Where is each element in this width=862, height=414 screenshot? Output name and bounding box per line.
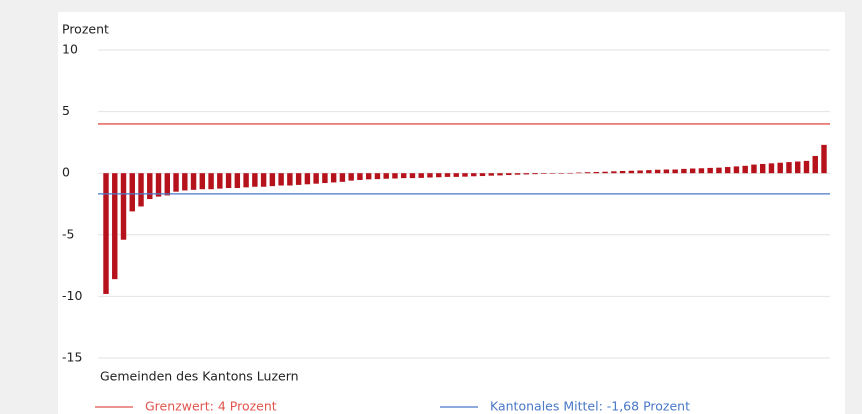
plot-panel xyxy=(58,12,845,414)
y-axis-label: Prozent xyxy=(62,22,109,37)
bar xyxy=(532,173,538,175)
bar xyxy=(182,173,188,191)
x-axis-label: Gemeinden des Kantons Luzern xyxy=(100,369,299,384)
bar xyxy=(322,173,328,184)
bar xyxy=(637,170,643,174)
bar xyxy=(444,173,451,177)
bar xyxy=(339,173,346,182)
bar xyxy=(777,162,783,174)
bar xyxy=(436,173,442,178)
bar xyxy=(173,173,179,192)
bar xyxy=(803,160,810,174)
bar xyxy=(208,173,214,190)
bar xyxy=(733,166,740,174)
bar xyxy=(304,173,311,185)
bar xyxy=(392,173,398,179)
bar xyxy=(619,170,626,174)
bar xyxy=(129,173,135,212)
bar xyxy=(593,171,600,174)
bar xyxy=(400,173,407,179)
bar xyxy=(497,173,503,176)
y-tick-label: -5 xyxy=(62,226,74,241)
bar xyxy=(462,173,468,177)
bar xyxy=(724,167,731,174)
bar xyxy=(584,172,591,174)
bar xyxy=(278,173,284,186)
bar xyxy=(357,173,363,180)
bar xyxy=(742,165,748,174)
bar xyxy=(611,171,617,174)
bar xyxy=(260,173,267,187)
bar xyxy=(628,170,635,174)
bar xyxy=(663,169,670,174)
bar xyxy=(269,173,276,187)
bar xyxy=(602,171,608,174)
bar xyxy=(654,169,661,174)
bar xyxy=(190,173,197,190)
bar xyxy=(759,163,766,174)
bar xyxy=(812,155,818,174)
bar xyxy=(567,172,573,174)
bar xyxy=(374,173,381,180)
bar xyxy=(795,161,801,174)
bar xyxy=(506,173,512,176)
bar xyxy=(681,168,687,174)
bar xyxy=(576,172,582,174)
legend-label: Grenzwert: 4 Prozent xyxy=(145,399,277,414)
y-tick-label: -10 xyxy=(62,288,82,303)
legend-label: Kantonales Mittel: -1,68 Prozent xyxy=(490,399,690,414)
bar xyxy=(716,167,722,174)
bar xyxy=(549,173,556,174)
bar xyxy=(348,173,354,181)
bar xyxy=(698,168,705,174)
y-tick-label: -15 xyxy=(62,350,82,365)
bar xyxy=(225,173,232,188)
bar xyxy=(365,173,372,180)
bar xyxy=(427,173,433,178)
y-tick-label: 10 xyxy=(62,42,78,57)
bar xyxy=(471,173,477,177)
y-tick-label: 0 xyxy=(62,165,70,180)
bar xyxy=(768,163,775,174)
bar xyxy=(199,173,206,190)
bar xyxy=(488,173,494,176)
bar xyxy=(821,144,827,174)
bar xyxy=(672,169,678,174)
bar xyxy=(646,170,652,174)
bar xyxy=(418,173,424,178)
bar xyxy=(295,173,302,185)
bar xyxy=(120,173,127,240)
bar xyxy=(313,173,319,184)
bar xyxy=(138,173,144,207)
bar xyxy=(112,173,118,280)
bar xyxy=(523,173,530,175)
bar xyxy=(164,173,171,196)
bar xyxy=(287,173,293,186)
bar xyxy=(707,167,713,174)
bar xyxy=(330,173,337,183)
bar xyxy=(689,168,696,174)
bar xyxy=(558,173,565,174)
bar xyxy=(786,162,792,174)
bar xyxy=(243,173,249,188)
bar xyxy=(751,164,757,174)
bar xyxy=(383,173,389,179)
bar xyxy=(217,173,223,189)
y-tick-label: 5 xyxy=(62,103,70,118)
bar xyxy=(252,173,258,187)
bar xyxy=(479,173,486,177)
bar xyxy=(155,173,162,197)
bar xyxy=(147,173,153,200)
bar xyxy=(234,173,241,188)
bar xyxy=(541,173,547,174)
bar xyxy=(514,173,521,175)
bar xyxy=(103,173,109,294)
bar xyxy=(409,173,416,179)
bar xyxy=(453,173,459,177)
